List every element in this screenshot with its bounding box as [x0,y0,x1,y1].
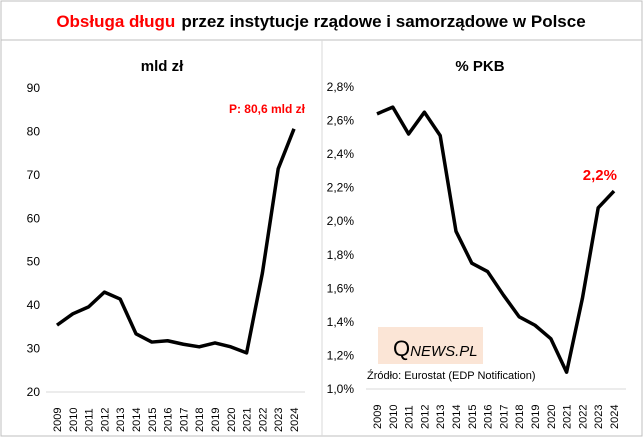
x-tick-label: 2020 [546,405,558,429]
x-tick-label: 2018 [514,405,526,429]
x-tick-label: 2017 [498,405,510,429]
y-tick-label: 1,8% [327,248,355,262]
x-tick-label: 2023 [273,408,285,432]
x-tick-label: 2021 [242,408,254,432]
x-tick-label: 2009 [372,405,384,429]
data-line [55,128,296,355]
y-tick-label: 90 [27,81,41,95]
y-tick-label: 30 [27,342,41,356]
x-tick-label: 2023 [593,405,605,429]
x-tick-label: 2017 [178,408,190,432]
panel-title: % PKB [455,58,504,75]
x-tick-label: 2022 [577,405,589,429]
x-tick-label: 2012 [419,405,431,429]
x-tick-label: 2013 [435,405,447,429]
x-tick-label: 2019 [530,405,542,429]
y-tick-label: 80 [27,124,41,138]
panel-title: mld zł [141,58,184,75]
x-tick-label: 2014 [131,408,143,432]
x-tick-label: 2011 [84,408,96,432]
main-title: Obsługa długu przez instytucje rządowe i … [56,12,585,31]
y-tick-label: 1,4% [327,315,355,329]
x-tick-label: 2016 [483,405,495,429]
y-tick-label: 2,4% [327,147,355,161]
y-tick-label: 2,0% [327,214,355,228]
y-tick-label: 2,6% [327,114,355,128]
x-tick-label: 2022 [257,408,269,432]
y-tick-label: 2,8% [327,80,355,94]
x-tick-label: 2015 [147,408,159,432]
y-tick-label: 50 [27,255,41,269]
x-tick-label: 2024 [609,405,621,429]
x-tick-label: 2021 [562,405,574,429]
y-tick-label: 1,6% [327,281,355,295]
y-tick-label: 20 [27,385,41,399]
x-tick-label: 2009 [52,408,64,432]
x-tick-label: 2019 [210,408,222,432]
title-red-part: Obsługa długu [56,12,175,31]
x-tick-label: 2020 [226,408,238,432]
x-tick-label: 2010 [388,405,400,429]
data-line [376,105,616,374]
x-tick-label: 2011 [404,405,416,429]
x-tick-label: 2024 [289,408,301,432]
x-tick-label: 2018 [194,408,206,432]
x-tick-label: 2015 [467,405,479,429]
x-tick-label: 2012 [99,408,111,432]
x-tick-label: 2016 [163,408,175,432]
data-annotation: P: 80,6 mld zł [229,102,306,116]
y-tick-label: 60 [27,211,41,225]
x-tick-label: 2014 [451,405,463,429]
y-tick-label: 1,2% [327,348,355,362]
qnews-logo: QNEWS.PL [393,336,478,361]
x-tick-label: 2013 [115,408,127,432]
data-annotation: 2,2% [583,167,617,184]
y-tick-label: 1,0% [327,382,355,396]
x-tick-label: 2010 [68,408,80,432]
title-black-part: przez instytucje rządowe i samorządowe w… [181,12,585,31]
y-tick-label: 2,2% [327,181,355,195]
logo-background [378,327,483,364]
y-tick-label: 70 [27,168,41,182]
source-note: Źródło: Eurostat (EDP Notification) [367,369,536,382]
y-tick-label: 40 [27,298,41,312]
